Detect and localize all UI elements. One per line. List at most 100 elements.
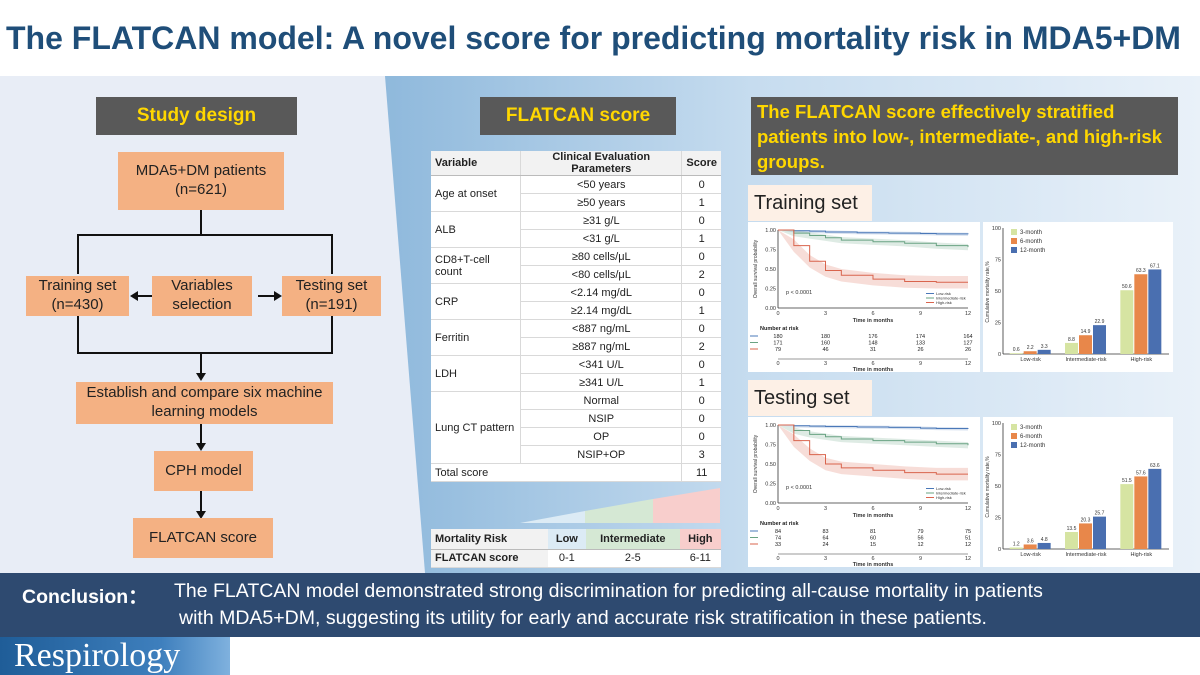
y-axis-label: Cumulative mortality rate,% — [985, 456, 991, 518]
ci-band-2 — [778, 425, 968, 481]
y-tick-label: 0.25 — [765, 482, 776, 488]
y-axis-label: Overall survival probability — [753, 239, 759, 298]
score-cell: 0 — [681, 355, 721, 374]
category-label: High-risk — [1130, 357, 1152, 363]
bar-value-label: 63.6 — [1150, 463, 1160, 469]
x-axis-label: Time in months — [853, 318, 894, 324]
nar-value: 81 — [870, 529, 876, 535]
score-cell: 1 — [681, 193, 721, 212]
nar-x-tick: 12 — [965, 556, 971, 562]
legend-label: 6-month — [1020, 434, 1042, 440]
nar-value: 148 — [868, 341, 877, 347]
nar-value: 83 — [822, 529, 828, 535]
arrow-right — [258, 295, 275, 297]
arrow-head-icon — [196, 511, 206, 519]
parameter-cell: <80 cells/μL — [520, 265, 682, 284]
bar-6-month — [1134, 476, 1148, 549]
variable-cell: LDH — [431, 355, 521, 392]
bar-value-label: 57.6 — [1136, 470, 1146, 476]
flatcan-score-heading: FLATCAN score — [480, 97, 676, 135]
y-tick-label: 100 — [992, 226, 1001, 232]
nar-value: 176 — [868, 334, 877, 340]
nar-x-tick: 0 — [776, 361, 779, 367]
nar-x-label: Time in months — [853, 562, 894, 567]
finding-box: The FLATCAN score effectively stratified… — [751, 97, 1178, 175]
flatcan-score-box: FLATCAN score — [133, 518, 273, 558]
score-cell: 1 — [681, 301, 721, 320]
legend-swatch — [1011, 229, 1017, 235]
table-row: ≥887 ng/mL 2 — [431, 337, 721, 356]
score-cell: 0 — [681, 175, 721, 194]
bar-value-label: 14.9 — [1081, 329, 1091, 335]
bar-6-month — [1134, 274, 1148, 354]
bar-value-label: 2.2 — [1027, 345, 1034, 351]
arrow-head-icon — [196, 443, 206, 451]
nar-value: 26 — [917, 347, 923, 353]
col-header: Variable — [431, 151, 521, 176]
col-header: Clinical Evaluation Parameters — [520, 151, 682, 176]
legend-swatch — [1011, 247, 1017, 253]
bar-value-label: 50.6 — [1122, 284, 1132, 290]
nar-value: 180 — [773, 334, 782, 340]
x-axis-label: Time in months — [853, 513, 894, 519]
nar-value: 26 — [965, 347, 971, 353]
testing-km-card: 0.00 0.25 0.50 0.75 1.00 0 3 6 9 12 Time in months… — [748, 417, 980, 568]
connector — [331, 234, 333, 274]
bar-value-label: 13.5 — [1067, 526, 1077, 532]
x-tick-label: 3 — [824, 311, 827, 317]
score-table: Variable Clinical Evaluation Parameters … — [431, 151, 721, 482]
y-tick-label: 0 — [998, 547, 1001, 553]
variable-cell: Lung CT pattern — [431, 391, 521, 464]
variable-cell: Ferritin — [431, 319, 521, 356]
variable-cell: CD8+T-cell count — [431, 247, 521, 284]
connector — [77, 316, 79, 354]
y-tick-label: 100 — [992, 421, 1001, 427]
connector — [200, 210, 202, 235]
testing-km-chart: 0.00 0.25 0.50 0.75 1.00 0 3 6 9 12 Time in months… — [750, 423, 971, 568]
category-label: Low-risk — [1020, 357, 1041, 363]
bar-value-label: 0.6 — [1013, 347, 1020, 353]
score-cell: 0 — [681, 319, 721, 338]
table-row: ≥50 years 1 — [431, 193, 721, 212]
x-tick-label: 9 — [919, 506, 922, 512]
training-set-box: Training set (n=430) — [26, 276, 129, 316]
connector — [77, 234, 79, 274]
nar-value: 174 — [916, 334, 925, 340]
bar-3-month — [1120, 484, 1134, 549]
training-bar-chart: 0 25 50 75 100 Cumulative mortality rate,% Low… — [985, 226, 1169, 363]
col-header: Score — [681, 151, 721, 176]
bar-3-month — [1065, 342, 1078, 354]
table-row: ≥2.14 mg/dL 1 — [431, 301, 721, 320]
survival-line-2 — [778, 424, 968, 475]
testing-set-box: Testing set (n=191) — [282, 276, 381, 316]
total-row: Total score 11 — [431, 463, 721, 482]
conclusion-bar: Conclusion： The FLATCAN model demonstrat… — [0, 573, 1200, 637]
table-row: Ferritin <887 ng/mL 0 — [431, 319, 721, 356]
bar-3-month — [1009, 547, 1023, 549]
bar-12-month — [1037, 349, 1051, 354]
y-tick-label: 25 — [995, 516, 1001, 522]
table-row: CRP <2.14 mg/dL 0 — [431, 283, 721, 320]
nar-value: 127 — [963, 341, 972, 347]
y-tick-label: 25 — [995, 321, 1001, 327]
bar-6-month — [1023, 544, 1037, 549]
nar-value: 79 — [775, 347, 781, 353]
nar-value: 24 — [822, 542, 828, 548]
risk-high-value: 6-11 — [679, 549, 721, 568]
bar-12-month — [1148, 468, 1162, 549]
nar-value: 75 — [965, 529, 971, 535]
y-tick-label: 50 — [995, 484, 1001, 490]
parameter-cell: ≥341 U/L — [520, 373, 682, 392]
total-value: 11 — [681, 463, 721, 482]
conclusion-line-2: with MDA5+DM, suggesting its utility for… — [179, 607, 987, 629]
score-cell: 0 — [681, 409, 721, 428]
y-tick-label: 0.50 — [765, 462, 776, 468]
score-cell: 0 — [681, 211, 721, 230]
score-cell: 2 — [681, 337, 721, 356]
training-bar-card: 0 25 50 75 100 Cumulative mortality rate,% Low… — [983, 222, 1173, 372]
parameter-cell: Normal — [520, 391, 682, 410]
nar-x-tick: 9 — [919, 361, 922, 367]
y-tick-label: 0.00 — [765, 501, 776, 507]
risk-header: Mortality Risk — [431, 529, 548, 550]
table-row: Lung CT pattern Normal 0 — [431, 391, 721, 464]
